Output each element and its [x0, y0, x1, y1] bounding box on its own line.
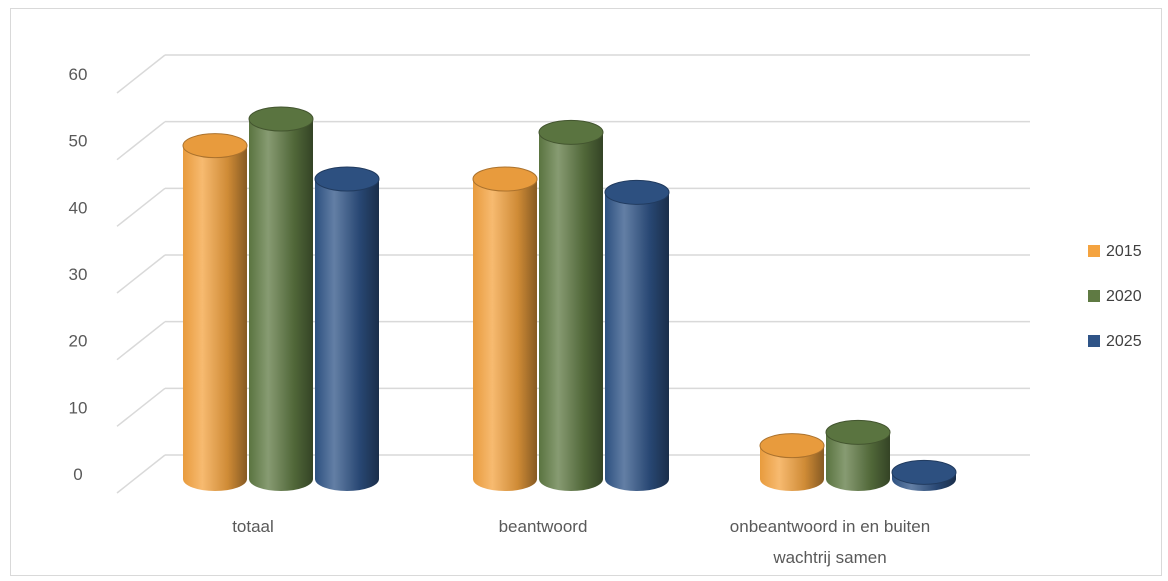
x-axis-categories: totaal beantwoord onbeantwoord in en buite… [232, 517, 930, 567]
gridline-diagonal [116, 187, 166, 227]
y-tick-label: 50 [69, 132, 88, 151]
y-tick-label: 0 [73, 465, 82, 484]
gridline-diagonal [116, 54, 166, 94]
bar-body [473, 179, 537, 491]
gridline-diagonal [116, 321, 166, 361]
bar-top [472, 166, 538, 192]
y-tick-label: 30 [69, 265, 88, 284]
bar-top [248, 106, 314, 132]
bar-body [183, 145, 247, 491]
bar-top [891, 459, 957, 485]
bar-top [759, 433, 825, 459]
legend-label: 2015 [1106, 243, 1142, 260]
legend-label: 2025 [1106, 333, 1142, 350]
x-category-label: onbeantwoord in en buiten wachtrij samen [730, 517, 930, 567]
bar-top [182, 133, 248, 159]
bar-body [539, 132, 603, 492]
y-tick-label: 40 [69, 198, 88, 217]
bar-body [826, 432, 890, 491]
bar-body [249, 119, 313, 491]
y-axis-ticks: 0 10 20 30 40 50 60 [69, 65, 88, 484]
bar-2015-1 [472, 166, 538, 491]
bar-2025-1 [604, 179, 670, 492]
legend-swatch [1088, 245, 1100, 257]
legend-label: 2020 [1106, 288, 1142, 305]
bar-top [825, 419, 891, 445]
bar-2015-2 [759, 433, 825, 491]
bar-2015-0 [182, 133, 248, 491]
bar-2020-2 [825, 419, 891, 491]
x-category-label: totaal [232, 517, 274, 536]
bar-2025-0 [314, 166, 380, 491]
gridline-diagonal [116, 121, 166, 161]
bar-top [604, 179, 670, 205]
y-tick-label: 20 [69, 332, 88, 351]
bar-body [315, 179, 379, 491]
bar-2020-1 [538, 119, 604, 492]
legend-item-2025: 2025 [1088, 333, 1142, 350]
x-category-label: beantwoord [499, 517, 588, 536]
bar-body [605, 192, 669, 492]
legend-swatch [1088, 290, 1100, 302]
legend: 2015 2020 2025 [1088, 243, 1142, 350]
y-tick-label: 10 [69, 398, 88, 417]
legend-item-2015: 2015 [1088, 243, 1142, 260]
gridline-diagonal [116, 387, 166, 427]
bars [182, 106, 957, 492]
legend-item-2020: 2020 [1088, 288, 1142, 305]
bar-top [538, 119, 604, 145]
bar-body [760, 445, 824, 491]
gridline-diagonal [116, 254, 166, 294]
bar-2020-0 [248, 106, 314, 491]
bar-top [314, 166, 380, 192]
y-tick-label: 60 [69, 65, 88, 84]
legend-swatch [1088, 335, 1100, 347]
bar-2025-2 [891, 459, 957, 491]
gridline-diagonal [116, 454, 166, 494]
